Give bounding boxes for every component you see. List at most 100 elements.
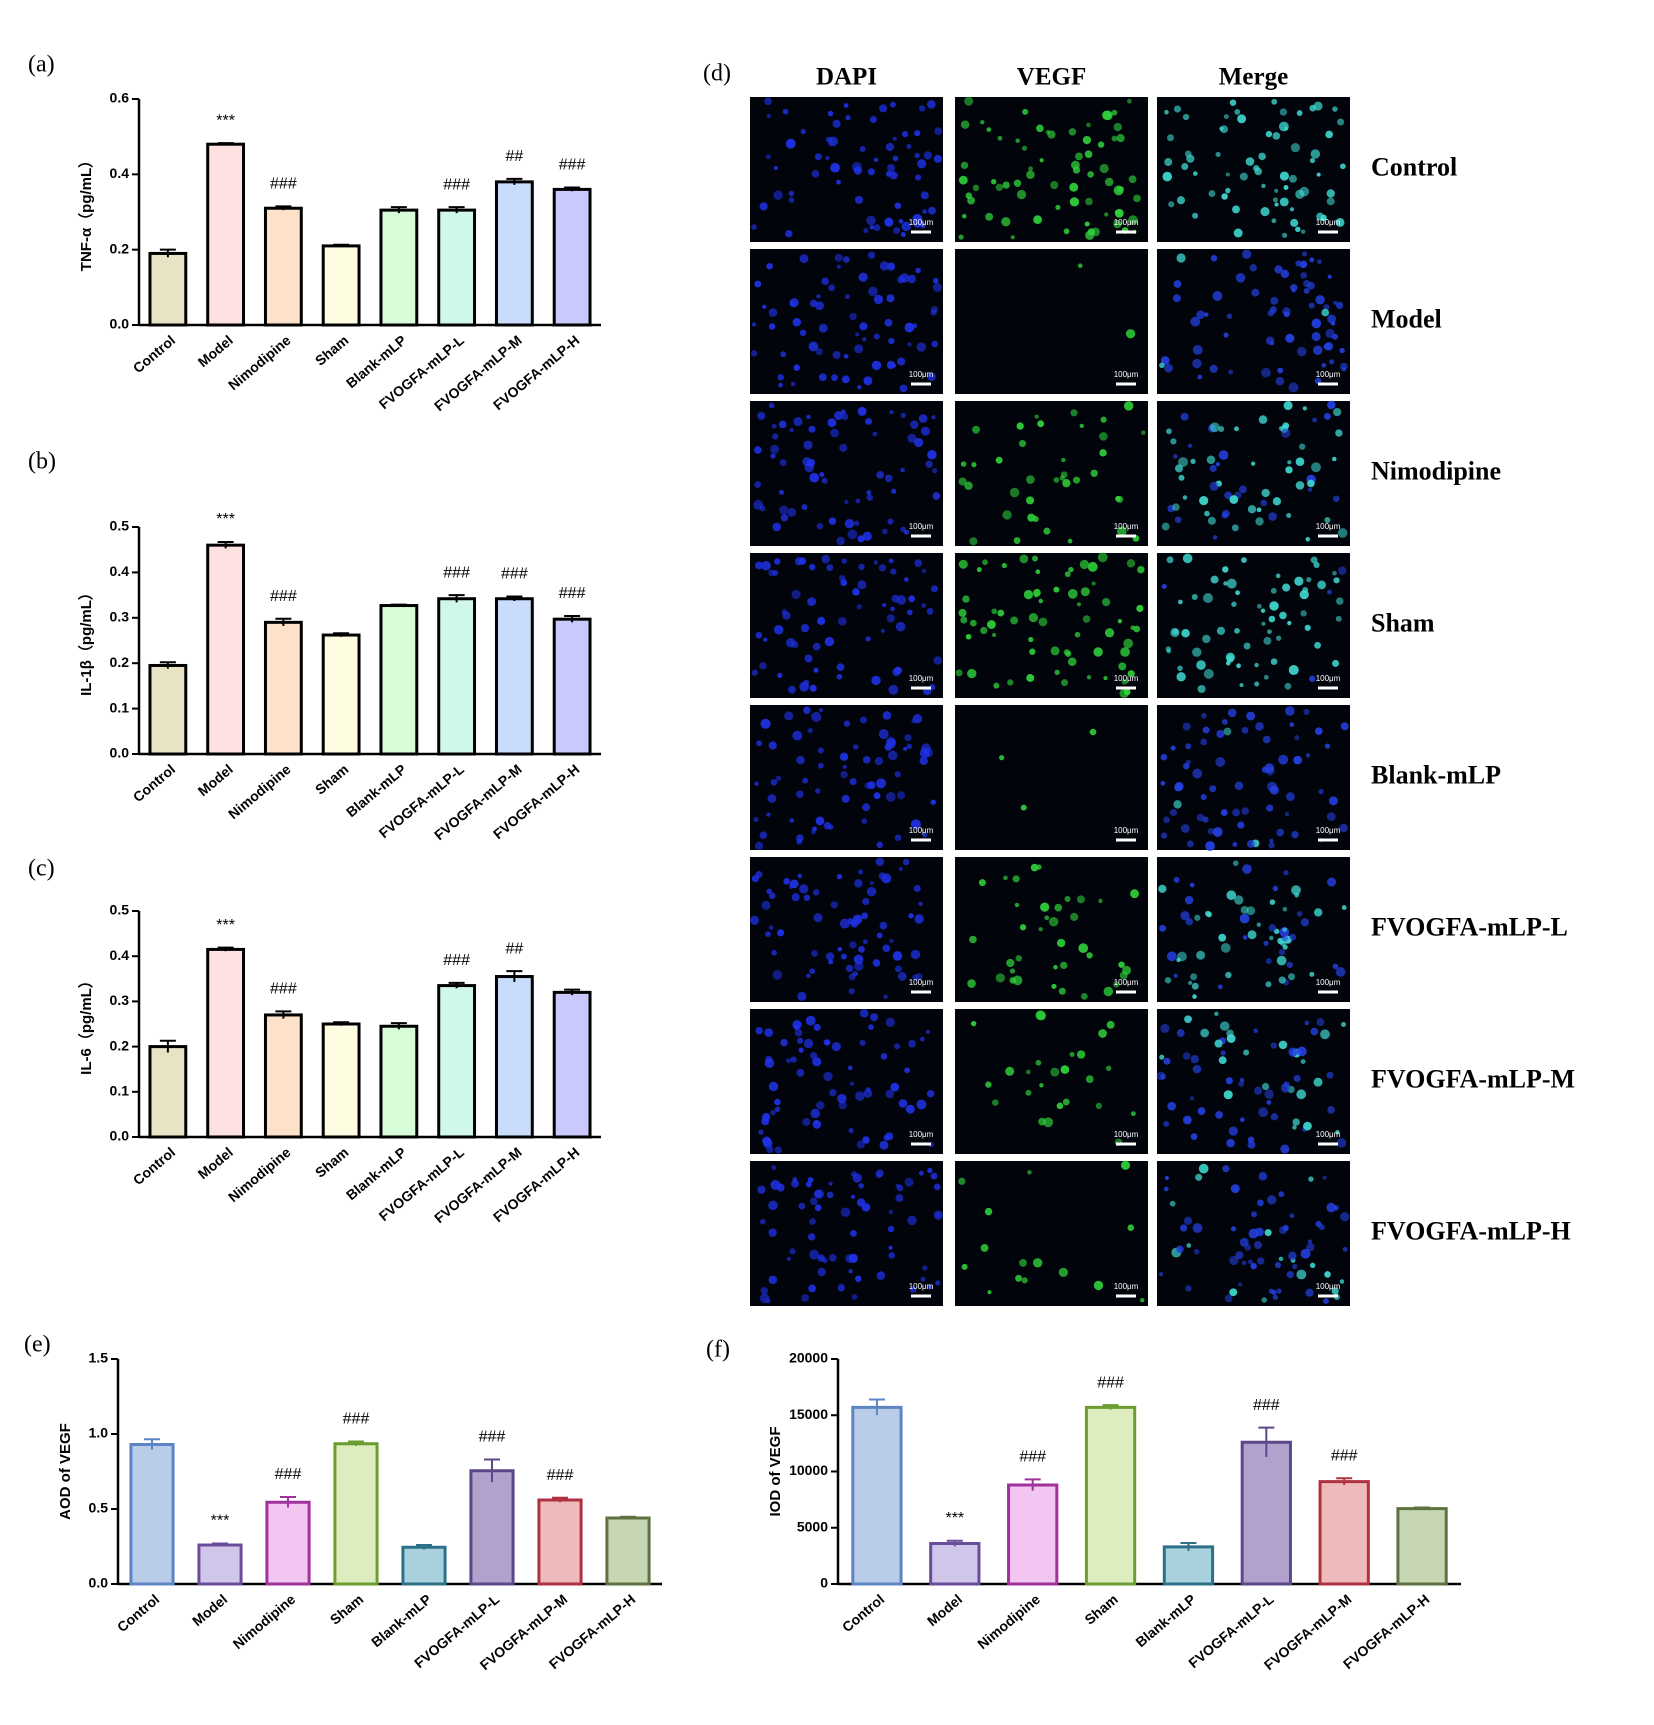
cell xyxy=(1176,672,1186,682)
y-tick-label: 0.6 xyxy=(110,90,130,106)
cell xyxy=(1263,940,1269,947)
error-bar xyxy=(1102,1404,1119,1410)
y-axis-label: IOD of VEGF xyxy=(767,1427,784,1517)
cell xyxy=(1335,301,1344,310)
cell xyxy=(930,585,938,593)
cell xyxy=(1095,1102,1102,1109)
cell xyxy=(852,744,859,750)
cell xyxy=(1225,1077,1233,1085)
cell xyxy=(1309,971,1315,977)
cell xyxy=(855,1091,865,1101)
cell xyxy=(1255,722,1264,731)
cell xyxy=(821,277,829,285)
cell xyxy=(786,638,796,648)
cell xyxy=(935,1280,941,1286)
cell xyxy=(1207,516,1216,525)
cell xyxy=(1210,255,1218,262)
cell xyxy=(1235,273,1246,283)
cell xyxy=(754,446,762,454)
cell xyxy=(1264,1089,1274,1099)
cell xyxy=(918,901,923,906)
cell xyxy=(1236,663,1241,669)
cell xyxy=(863,227,869,234)
cell xyxy=(1161,522,1170,531)
cell xyxy=(1187,443,1193,448)
cell xyxy=(1335,1130,1340,1135)
micrograph: 100μm xyxy=(750,401,943,546)
cell xyxy=(891,594,900,603)
cell xyxy=(778,420,787,429)
error-bar xyxy=(564,614,581,623)
cell xyxy=(919,1036,925,1042)
cell xyxy=(865,418,873,425)
cell xyxy=(840,770,848,779)
cell xyxy=(829,1088,837,1097)
bar xyxy=(321,633,361,756)
cell xyxy=(1196,660,1206,670)
cell xyxy=(871,675,881,686)
cell xyxy=(824,636,835,647)
cell xyxy=(755,561,763,570)
micrograph: 100μm xyxy=(750,1008,943,1154)
cell xyxy=(990,179,997,185)
error-bar xyxy=(144,1438,160,1450)
cell xyxy=(927,450,937,460)
cell xyxy=(1269,935,1274,941)
cell xyxy=(1118,961,1125,968)
cell xyxy=(1111,135,1118,142)
cell xyxy=(812,889,820,896)
cell xyxy=(1022,108,1029,115)
cell xyxy=(1321,362,1327,368)
cell xyxy=(1126,559,1136,568)
cell xyxy=(1324,341,1334,351)
x-tick-label: Nimodipine xyxy=(974,1591,1043,1652)
cell xyxy=(1181,163,1189,171)
cell xyxy=(900,526,906,533)
x-tick-label: Model xyxy=(924,1591,965,1629)
cell xyxy=(858,1183,864,1189)
cell xyxy=(899,273,910,283)
column-header: VEGF xyxy=(1017,64,1086,91)
cell xyxy=(912,214,923,224)
cell xyxy=(912,323,918,329)
cell xyxy=(1234,426,1239,432)
cell xyxy=(872,959,881,967)
cell xyxy=(1164,158,1173,167)
micrograph: 100μm xyxy=(1157,705,1350,851)
significance-label: ### xyxy=(443,952,470,969)
cell xyxy=(842,256,850,263)
cell xyxy=(1308,487,1313,492)
cell xyxy=(1158,884,1167,893)
cell xyxy=(1242,864,1252,874)
bar xyxy=(1396,1507,1448,1586)
cell xyxy=(1278,754,1289,765)
y-tick-label: 1.5 xyxy=(89,1350,109,1366)
micrograph: 100μm xyxy=(955,401,1148,546)
cell xyxy=(788,190,795,197)
cell xyxy=(888,1245,893,1250)
cell xyxy=(1291,885,1301,896)
cell xyxy=(1261,1297,1267,1303)
cell xyxy=(816,522,824,530)
cell xyxy=(1278,1191,1285,1198)
cell xyxy=(1184,1015,1192,1024)
cell xyxy=(1265,766,1275,776)
cell xyxy=(861,1203,871,1212)
cell xyxy=(765,154,771,160)
scale-bar-label: 100μm xyxy=(1316,674,1341,683)
cell xyxy=(1233,228,1243,238)
cell xyxy=(1097,141,1105,148)
cell xyxy=(1207,827,1215,835)
cell xyxy=(1229,495,1239,504)
bar xyxy=(129,1443,175,1586)
significance-label: ### xyxy=(443,564,470,581)
cell xyxy=(809,1249,820,1260)
scale-bar-label: 100μm xyxy=(1316,522,1341,531)
cell xyxy=(1265,958,1272,965)
cell xyxy=(958,477,967,486)
cell xyxy=(1303,287,1310,294)
cell xyxy=(845,964,854,972)
cell xyxy=(1215,462,1220,467)
cell xyxy=(1304,624,1311,631)
cell xyxy=(1339,347,1345,354)
